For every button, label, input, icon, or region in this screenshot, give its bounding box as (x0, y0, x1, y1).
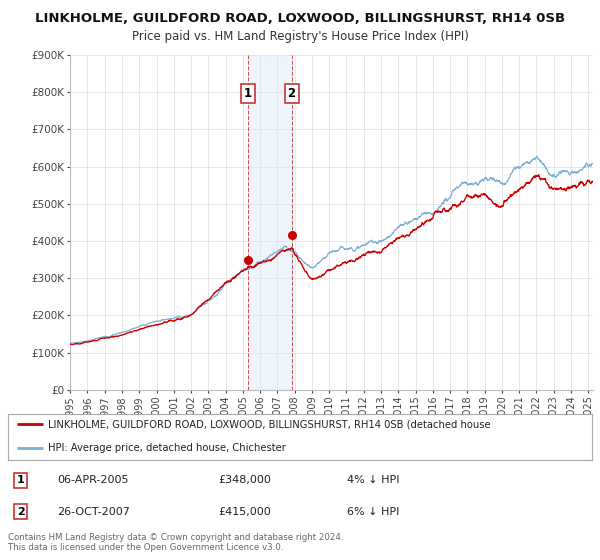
Text: 1: 1 (17, 475, 25, 486)
Text: 26-OCT-2007: 26-OCT-2007 (58, 507, 130, 516)
Text: 4% ↓ HPI: 4% ↓ HPI (347, 475, 399, 486)
Text: £348,000: £348,000 (218, 475, 271, 486)
Text: LINKHOLME, GUILDFORD ROAD, LOXWOOD, BILLINGSHURST, RH14 0SB: LINKHOLME, GUILDFORD ROAD, LOXWOOD, BILL… (35, 12, 565, 25)
Text: 1: 1 (244, 87, 251, 100)
Text: 06-APR-2005: 06-APR-2005 (58, 475, 129, 486)
Text: 2: 2 (287, 87, 296, 100)
Text: This data is licensed under the Open Government Licence v3.0.: This data is licensed under the Open Gov… (8, 543, 283, 552)
Text: £415,000: £415,000 (218, 507, 271, 516)
Text: LINKHOLME, GUILDFORD ROAD, LOXWOOD, BILLINGSHURST, RH14 0SB (detached house: LINKHOLME, GUILDFORD ROAD, LOXWOOD, BILL… (47, 419, 490, 430)
Text: Price paid vs. HM Land Registry's House Price Index (HPI): Price paid vs. HM Land Registry's House … (131, 30, 469, 43)
Text: HPI: Average price, detached house, Chichester: HPI: Average price, detached house, Chic… (47, 444, 286, 453)
Text: 6% ↓ HPI: 6% ↓ HPI (347, 507, 399, 516)
Text: 2: 2 (17, 507, 25, 516)
Text: Contains HM Land Registry data © Crown copyright and database right 2024.: Contains HM Land Registry data © Crown c… (8, 533, 343, 542)
Bar (248, 55, 292, 390)
